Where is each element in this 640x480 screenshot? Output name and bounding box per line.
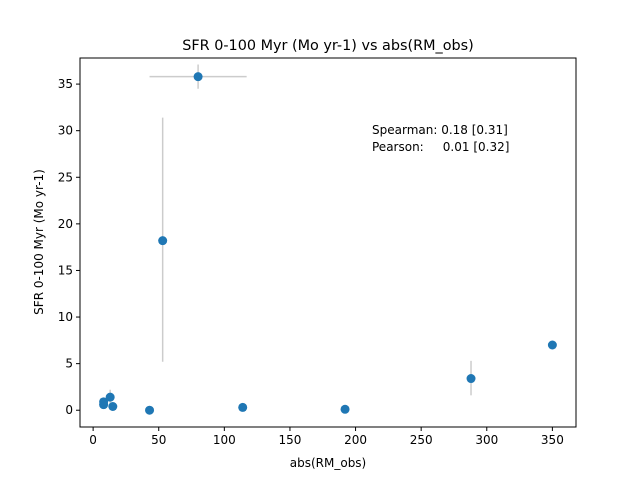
- y-axis-label: SFR 0-100 Myr (Mo yr-1): [32, 169, 46, 315]
- x-tick-label: 0: [89, 433, 97, 447]
- x-tick-label: 250: [410, 433, 433, 447]
- y-tick-label: 15: [58, 263, 73, 277]
- y-tick-label: 20: [58, 217, 73, 231]
- x-tick-label: 50: [151, 433, 166, 447]
- x-axis-label: abs(RM_obs): [290, 456, 367, 470]
- y-axis-ticks: 0 5 10 15 20 25 30 35: [58, 77, 80, 417]
- y-tick-label: 10: [58, 310, 73, 324]
- y-tick-label: 5: [65, 357, 73, 371]
- data-point: [99, 397, 109, 407]
- y-tick-label: 0: [65, 403, 73, 417]
- plot-area: [79, 57, 577, 428]
- x-tick-label: 100: [213, 433, 236, 447]
- data-point: [158, 236, 168, 246]
- pearson-annotation: Pearson: 0.01 [0.32]: [372, 140, 509, 154]
- y-tick-label: 30: [58, 124, 73, 138]
- data-point: [193, 72, 203, 82]
- x-tick-label: 200: [344, 433, 367, 447]
- spearman-annotation: Spearman: 0.18 [0.31]: [372, 123, 508, 137]
- chart-title: SFR 0-100 Myr (Mo yr-1) vs abs(RM_obs): [182, 38, 474, 54]
- x-tick-label: 350: [541, 433, 564, 447]
- x-axis-ticks: 0 50 100 150 200 250 300 350: [89, 427, 564, 447]
- data-point: [547, 340, 557, 350]
- data-point: [238, 402, 248, 412]
- x-tick-label: 300: [475, 433, 498, 447]
- data-points: [99, 72, 557, 415]
- y-tick-label: 25: [58, 170, 73, 184]
- x-tick-label: 150: [278, 433, 301, 447]
- data-point: [340, 404, 350, 414]
- data-point: [105, 392, 115, 402]
- data-point: [466, 374, 476, 384]
- y-tick-label: 35: [58, 77, 73, 91]
- data-point: [108, 402, 118, 411]
- data-point: [145, 405, 155, 415]
